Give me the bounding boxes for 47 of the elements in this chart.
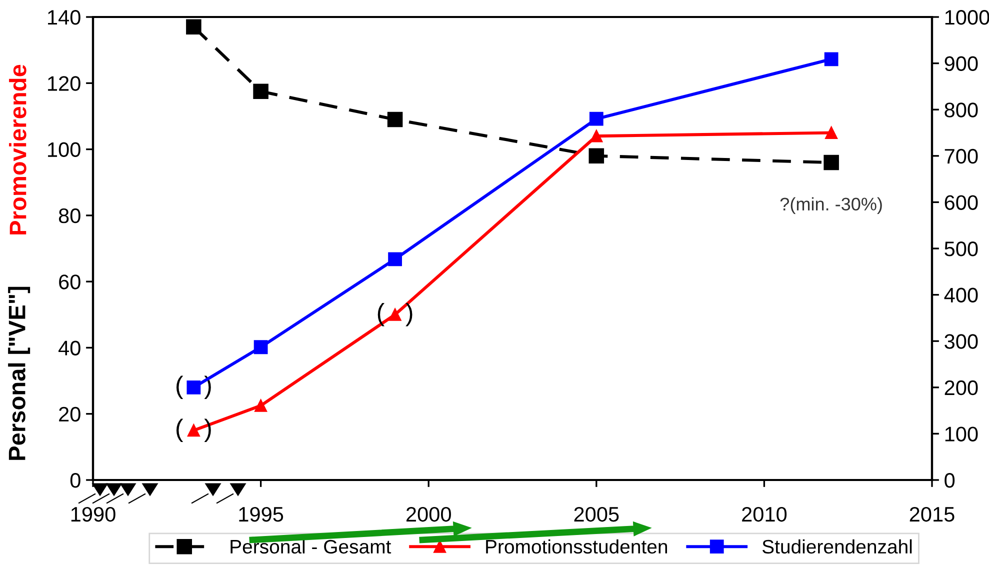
x-tick-label: 1990 [71,506,116,522]
point [254,399,268,412]
y-tick-label: 100 [48,142,80,158]
y-tick-label: 140 [48,10,80,25]
text: Promovierende [8,64,26,234]
y2-tick-label: 300 [944,334,978,349]
point [824,154,839,170]
y2-tick-label: 400 [944,288,978,303]
legend-label: Promotionsstudenten [486,539,667,554]
point [589,112,604,126]
point [186,380,201,394]
y-tick-label: 40 [58,340,80,356]
point [187,424,200,437]
y2-tick-label: 600 [944,195,978,210]
legend-label: Personal - Gesamt [230,539,392,554]
x-tick-label: 1995 [239,506,284,522]
x-tick-label: 2000 [406,506,451,522]
x-tick-label: 2010 [742,506,787,522]
y2-tick-label: 200 [944,380,978,396]
point [388,308,402,321]
annotation: ?(min. -30%) [780,197,882,214]
y-tick-label: 60 [59,274,80,290]
y2-tick-label: 500 [944,242,978,256]
y-tick-label: 0 [70,473,80,488]
point [254,340,268,354]
point [590,130,603,142]
point [186,19,202,35]
y2-tick-label: 1000 [945,10,989,25]
point [824,52,838,66]
point [388,252,402,266]
y2-tick-label: 0 [944,473,955,488]
y2-tick-label: 800 [944,102,978,118]
x-tick-label: 2005 [574,506,619,522]
y-tick-label: 80 [58,208,80,224]
annotation: ( ) [378,302,412,326]
point [387,112,403,128]
point [253,84,268,100]
y2-tick-label: 700 [944,148,978,164]
point [588,148,604,164]
point [825,126,838,139]
y2-tick-label: 100 [945,426,978,442]
x-tick-label: 2015 [910,506,954,522]
y2-tick-label: 900 [944,56,978,72]
y-axis-title: Personal ["VE"] [8,286,30,460]
y-tick-label: 120 [48,76,80,91]
legend-label: Studierendenzahl [762,539,912,554]
y-tick-label: 20 [59,406,80,422]
